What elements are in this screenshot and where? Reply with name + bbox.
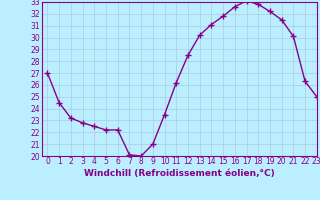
X-axis label: Windchill (Refroidissement éolien,°C): Windchill (Refroidissement éolien,°C)	[84, 169, 275, 178]
